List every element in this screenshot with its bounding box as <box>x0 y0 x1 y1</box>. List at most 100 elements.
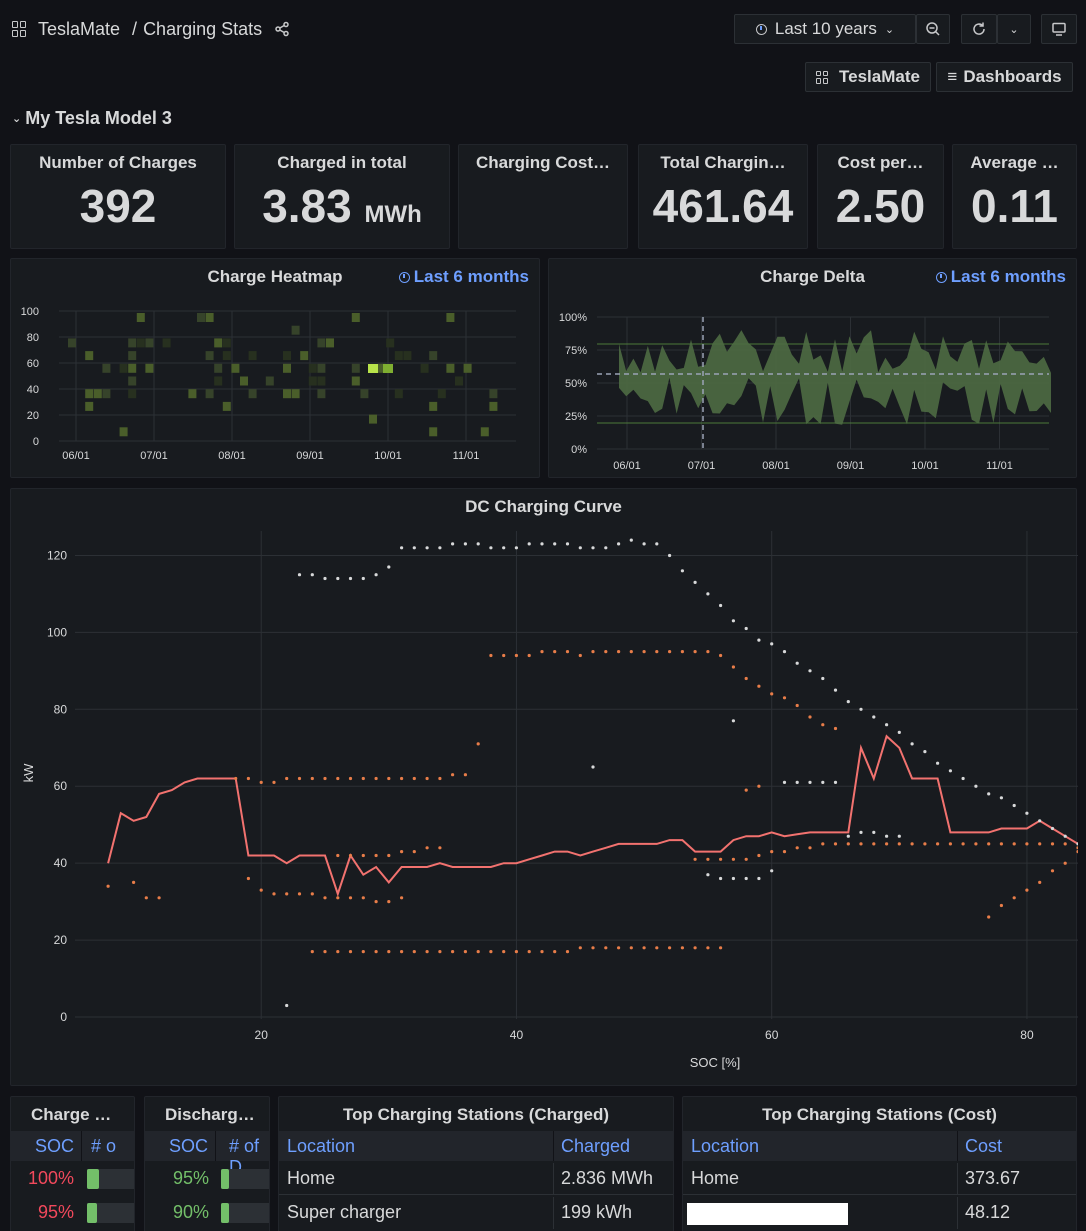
data-point <box>808 715 812 719</box>
col-header-count[interactable]: # o <box>91 1136 117 1156</box>
heat-cell <box>128 389 137 399</box>
data-point <box>514 546 518 550</box>
col-header-charged[interactable]: Charged <box>561 1136 631 1156</box>
teslamate-link[interactable]: TeslaMate <box>805 62 931 92</box>
data-point <box>706 857 710 861</box>
refresh-interval-dropdown[interactable]: ⌄ <box>997 14 1031 44</box>
data-point <box>744 857 748 861</box>
row-header[interactable]: ⌄ My Tesla Model 3 <box>12 108 172 129</box>
location-cell: Home <box>691 1168 740 1188</box>
heat-cell <box>248 389 257 399</box>
charge-delta-panel: Charge Delta Last 6 months 100% 75% 50% 25%… <box>548 258 1077 478</box>
soc-cell: 90% <box>172 1202 209 1222</box>
tv-mode-button[interactable] <box>1041 14 1077 44</box>
data-point <box>527 653 531 658</box>
col-header-soc[interactable]: SOC <box>169 1136 209 1156</box>
data-point <box>604 650 608 654</box>
data-point <box>808 780 812 784</box>
data-point <box>297 892 302 896</box>
y-tick-label: 20 <box>27 410 39 422</box>
y-tick-label: 60 <box>54 779 68 793</box>
data-point <box>310 573 314 577</box>
data-point <box>795 661 799 665</box>
location-cell: Home <box>287 1168 336 1188</box>
heat-cell <box>85 351 94 361</box>
chevron-down-icon: ⌄ <box>884 23 895 36</box>
charged-cell: 199 kWh <box>561 1202 633 1222</box>
col-header-cost[interactable]: Cost <box>965 1136 1003 1156</box>
col-header-soc[interactable]: SOC <box>35 1136 75 1156</box>
data-point <box>438 776 442 781</box>
col-header-location[interactable]: Location <box>287 1136 356 1156</box>
data-point <box>425 546 429 550</box>
data-point <box>374 776 378 781</box>
data-point <box>387 776 391 781</box>
data-point <box>744 788 748 792</box>
data-point <box>361 853 365 858</box>
location-cell: Super charger <box>287 1202 402 1222</box>
share-icon[interactable] <box>274 21 290 37</box>
dashboards-link[interactable]: ≡ Dashboards <box>936 62 1073 92</box>
data-point <box>770 869 774 873</box>
data-point <box>578 653 582 658</box>
heat-cell <box>429 401 438 411</box>
cost-cell: 48.12 <box>965 1202 1011 1222</box>
data-point <box>693 650 697 654</box>
data-point <box>744 626 748 631</box>
heat-cell <box>308 376 317 386</box>
heat-cell <box>283 389 291 399</box>
data-point <box>642 542 646 546</box>
data-point <box>489 950 493 954</box>
data-point <box>348 896 353 900</box>
heat-cell <box>394 389 403 399</box>
data-point <box>655 542 659 546</box>
time-range-picker[interactable]: Last 10 years ⌄ <box>734 14 916 44</box>
data-point <box>336 576 340 581</box>
heat-cell <box>383 364 393 373</box>
refresh-button[interactable] <box>961 14 997 44</box>
data-point <box>425 950 429 954</box>
heat-cell <box>145 338 154 348</box>
chevron-down-icon: ⌄ <box>1009 23 1019 36</box>
data-point <box>502 653 506 658</box>
heat-cell <box>222 401 231 411</box>
data-point <box>336 950 340 954</box>
data-point <box>540 950 544 954</box>
y-tick-label: 100% <box>559 312 587 324</box>
data-point <box>553 542 557 546</box>
zoom-out-button[interactable] <box>916 14 950 44</box>
table-row: 100% <box>11 1165 134 1195</box>
heat-cell <box>136 313 145 322</box>
data-point <box>604 546 608 550</box>
dashboard-grid-icon <box>12 21 28 37</box>
data-point <box>770 692 774 696</box>
breadcrumb-app[interactable]: TeslaMate <box>38 18 121 39</box>
data-point <box>1038 880 1042 884</box>
data-point <box>323 576 327 581</box>
stat-title: Average … <box>970 153 1059 172</box>
data-point <box>872 830 876 834</box>
data-point <box>348 776 353 781</box>
stat-unit: MWh <box>364 201 422 228</box>
col-header-location[interactable]: Location <box>691 1136 760 1156</box>
data-point <box>974 784 978 788</box>
data-point <box>361 950 365 954</box>
data-point <box>693 580 697 584</box>
data-point <box>374 573 378 577</box>
data-point <box>655 946 659 950</box>
y-tick-label: 50% <box>565 378 587 390</box>
heat-cell <box>446 313 455 322</box>
data-point <box>719 603 723 608</box>
data-point <box>438 950 442 954</box>
stat-title: Total Chargin… <box>660 153 786 172</box>
data-point <box>846 700 850 704</box>
breadcrumb-page[interactable]: Charging Stats <box>143 18 263 39</box>
data-point <box>565 950 570 954</box>
data-point <box>336 896 340 900</box>
data-point <box>757 684 761 688</box>
data-point <box>668 553 672 558</box>
data-point <box>591 946 595 950</box>
charge-soc-table: Charge … SOC # o 100% 95% <box>10 1096 135 1231</box>
top-stations-charged-table: Top Charging Stations (Charged) Location… <box>278 1096 674 1231</box>
data-point <box>897 834 901 838</box>
